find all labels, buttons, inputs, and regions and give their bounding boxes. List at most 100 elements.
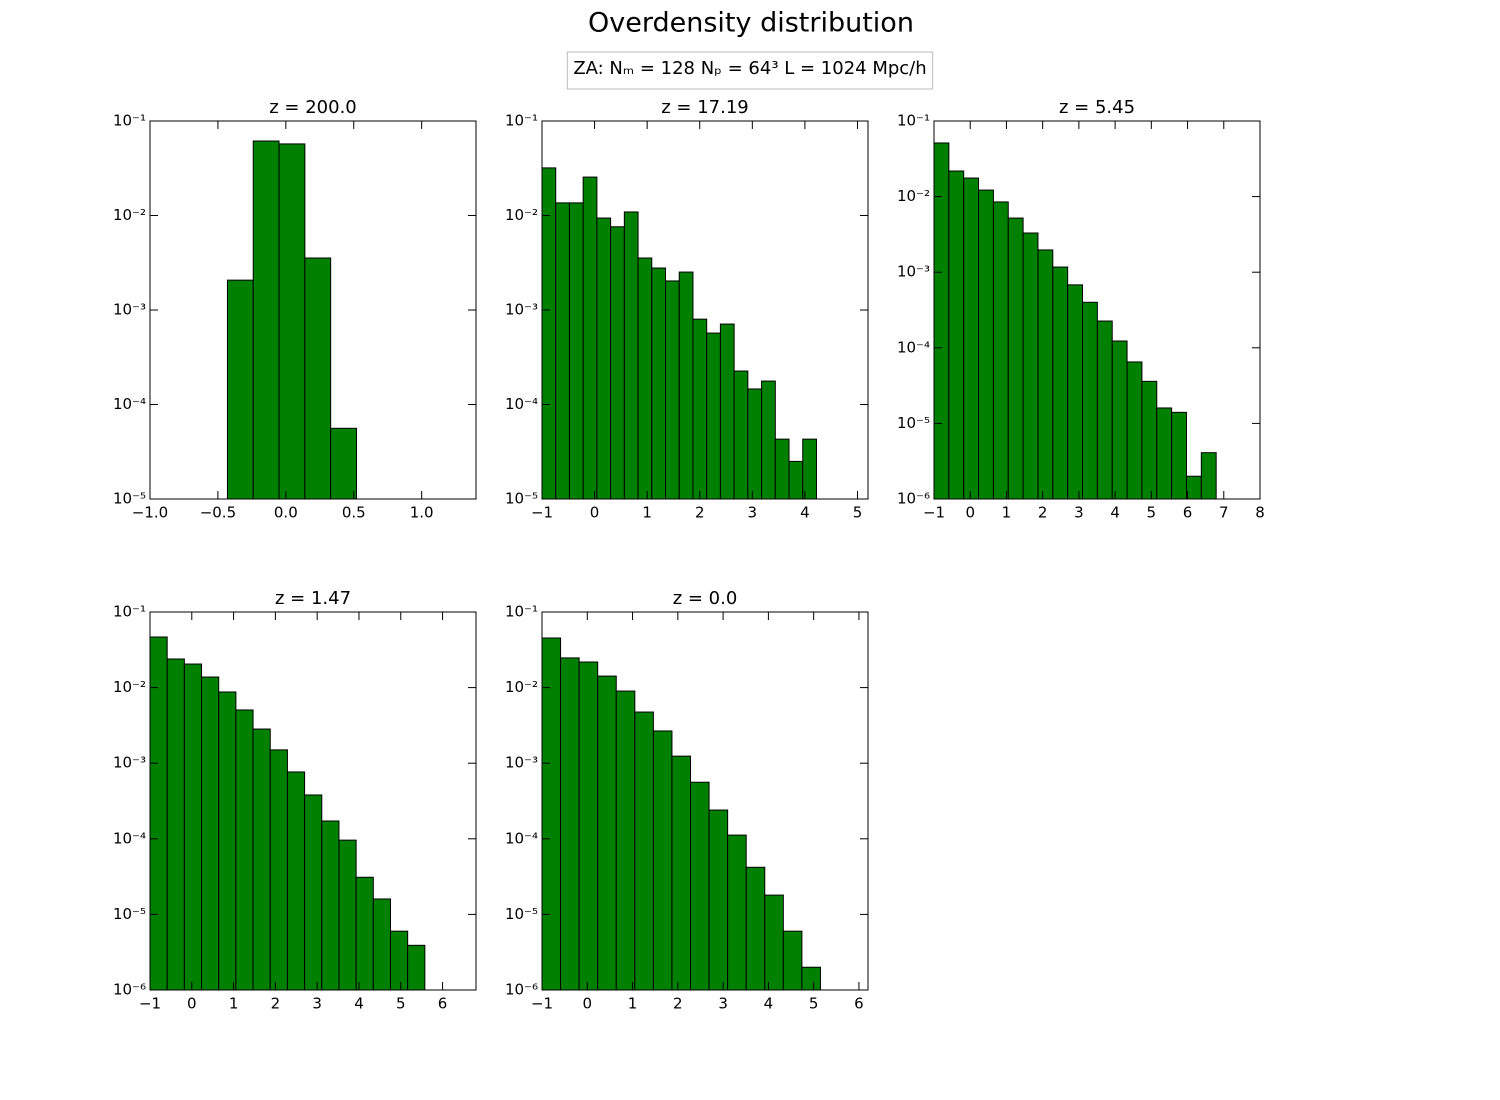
x-tick-label: −1 bbox=[531, 504, 553, 522]
bar bbox=[149, 636, 168, 991]
bar bbox=[1141, 380, 1158, 500]
y-tick-label: 10⁻³ bbox=[897, 263, 930, 281]
subtitle: ZA: Nₘ = 128 Nₚ = 64³ L = 1024 Mpc/h bbox=[573, 58, 926, 79]
bar bbox=[330, 427, 357, 500]
bar bbox=[692, 318, 708, 500]
x-tick-label: 6 bbox=[1183, 504, 1193, 522]
y-tick-label: 10⁻⁵ bbox=[505, 905, 538, 923]
x-tick-label: 2 bbox=[271, 995, 281, 1013]
x-tick-label: 4 bbox=[354, 995, 364, 1013]
bar bbox=[218, 691, 237, 991]
bar bbox=[407, 944, 426, 991]
x-tick-label: −1 bbox=[139, 995, 161, 1013]
bar bbox=[719, 323, 735, 500]
x-tick-label: 1 bbox=[229, 995, 239, 1013]
x-tick-label: −1 bbox=[923, 504, 945, 522]
bar bbox=[963, 177, 980, 500]
y-tick-label: 10⁻⁴ bbox=[505, 829, 538, 847]
bar bbox=[948, 170, 965, 500]
bar bbox=[1111, 340, 1128, 500]
bar bbox=[582, 176, 598, 500]
bar bbox=[338, 839, 357, 991]
x-tick-label: 0 bbox=[583, 995, 593, 1013]
bar bbox=[1067, 284, 1084, 500]
bar bbox=[706, 332, 721, 500]
y-tick-label: 10⁻³ bbox=[113, 754, 146, 772]
bar bbox=[1126, 361, 1143, 500]
y-tick-label: 10⁻⁴ bbox=[505, 395, 538, 413]
plot-frame bbox=[933, 120, 1261, 500]
x-tick-label: 5 bbox=[396, 995, 406, 1013]
bar bbox=[634, 711, 654, 991]
y-tick-label: 10⁻⁶ bbox=[113, 981, 146, 999]
plot-frame bbox=[149, 611, 477, 991]
bar bbox=[555, 202, 570, 500]
x-tick-label: 1 bbox=[1002, 504, 1012, 522]
bar bbox=[541, 637, 562, 991]
bar bbox=[992, 201, 1009, 500]
bar bbox=[372, 898, 391, 991]
bar bbox=[568, 202, 584, 500]
x-tick-label: 1 bbox=[642, 504, 652, 522]
x-tick-label: 1.0 bbox=[410, 504, 434, 522]
x-tick-label: 4 bbox=[1110, 504, 1120, 522]
bar bbox=[690, 781, 710, 991]
bar bbox=[764, 894, 784, 991]
bar bbox=[651, 267, 667, 500]
y-tick-label: 10⁻³ bbox=[505, 301, 538, 319]
y-tick-label: 10⁻¹ bbox=[505, 603, 538, 621]
plot-frame bbox=[541, 611, 869, 991]
bar bbox=[269, 749, 288, 991]
y-tick-label: 10⁻¹ bbox=[113, 112, 146, 130]
x-tick-label: 6 bbox=[438, 995, 448, 1013]
x-tick-label: 5 bbox=[853, 504, 863, 522]
panel-title: z = 5.45 bbox=[1059, 97, 1135, 118]
panel: −1 0 1 2 3 4 5 6 10⁻⁶ 10⁻⁵ 10⁻⁴ 10⁻³ 10⁻² 10⁻¹ z = 1.4… bbox=[113, 588, 477, 1013]
x-tick-label: 2 bbox=[673, 995, 683, 1013]
bar bbox=[1052, 266, 1069, 500]
y-tick-label: 10⁻⁵ bbox=[113, 905, 146, 923]
y-tick-label: 10⁻¹ bbox=[897, 112, 930, 130]
x-tick-label: 2 bbox=[1038, 504, 1048, 522]
panel: −1 0 1 2 3 4 5 6 10⁻⁶ 10⁻⁵ 10⁻⁴ 10⁻³ 10⁻² 10⁻¹ z = 0.0 bbox=[505, 588, 869, 1013]
bar bbox=[321, 820, 340, 991]
bar bbox=[560, 657, 580, 991]
x-tick-label: 2 bbox=[695, 504, 705, 522]
bar bbox=[733, 370, 749, 500]
y-tick-label: 10⁻² bbox=[897, 187, 930, 205]
x-tick-label: −1 bbox=[531, 995, 553, 1013]
bar bbox=[597, 675, 617, 991]
x-tick-label: 6 bbox=[854, 995, 864, 1013]
x-tick-label: −0.5 bbox=[200, 504, 236, 522]
x-tick-label: 0.5 bbox=[342, 504, 366, 522]
y-tick-label: 10⁻⁴ bbox=[897, 338, 930, 356]
bar bbox=[978, 189, 994, 500]
y-tick-label: 10⁻² bbox=[113, 678, 146, 696]
bar bbox=[761, 380, 776, 500]
panel: −1 0 1 2 3 4 5 10⁻⁵ 10⁻⁴ 10⁻³ 10⁻² 10⁻¹ z = 17.19 bbox=[505, 97, 869, 522]
bar bbox=[671, 755, 692, 991]
bar bbox=[286, 771, 306, 991]
x-tick-label: 4 bbox=[764, 995, 774, 1013]
bar bbox=[665, 280, 680, 500]
bar bbox=[610, 226, 625, 500]
panel: −1.0 −0.5 0.0 0.5 1.0 10⁻⁵ 10⁻⁴ 10⁻³ 10⁻² 10⁻¹ z =… bbox=[113, 97, 477, 522]
bar bbox=[1096, 320, 1113, 500]
bar bbox=[745, 866, 766, 991]
figure-title: Overdensity distribution bbox=[588, 8, 914, 39]
y-tick-label: 10⁻² bbox=[113, 206, 146, 224]
bar bbox=[1185, 475, 1202, 500]
bar bbox=[166, 658, 185, 991]
bar bbox=[252, 140, 280, 500]
bar bbox=[615, 690, 636, 991]
bar bbox=[252, 728, 271, 991]
panel-title: z = 17.19 bbox=[661, 97, 749, 118]
y-tick-label: 10⁻⁴ bbox=[113, 829, 146, 847]
y-tick-label: 10⁻⁵ bbox=[897, 414, 930, 432]
subtitle-box bbox=[566, 51, 934, 90]
x-tick-label: 3 bbox=[312, 995, 322, 1013]
bar bbox=[788, 460, 804, 500]
x-tick-label: 3 bbox=[1074, 504, 1084, 522]
bar bbox=[801, 966, 821, 991]
